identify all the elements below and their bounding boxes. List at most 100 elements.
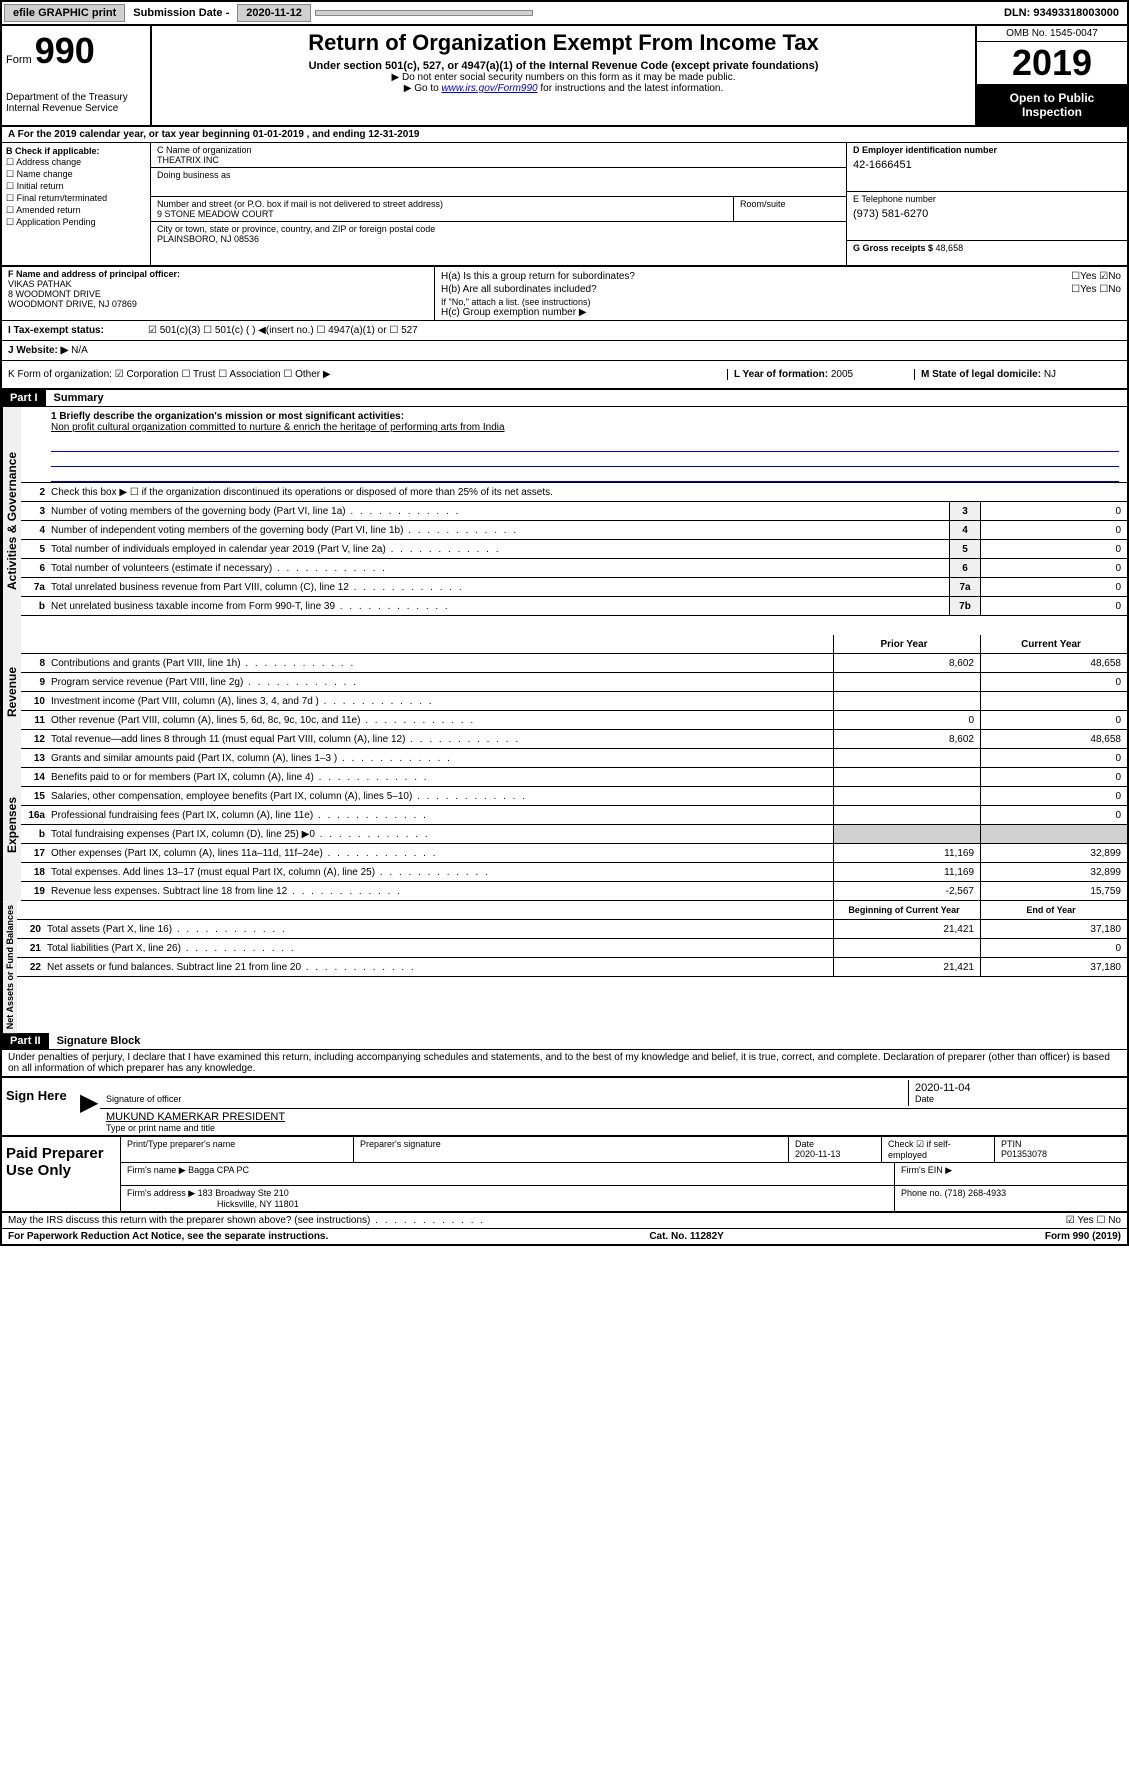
rev-hdr-text (51, 642, 833, 646)
line-text: Benefits paid to or for members (Part IX… (51, 770, 833, 785)
cb-pending[interactable]: ☐ Application Pending (6, 217, 146, 228)
firm-addr: 183 Broadway Ste 210 (198, 1188, 289, 1198)
line-text: Total liabilities (Part X, line 26) (47, 941, 833, 956)
org-name-label: C Name of organization (157, 145, 840, 155)
irs-link[interactable]: www.irs.gov/Form990 (441, 83, 537, 94)
note-2: ▶ Go to www.irs.gov/Form990 for instruct… (156, 83, 971, 94)
line-current: 0 (980, 939, 1127, 957)
line-num: 11 (21, 715, 51, 726)
dba-label: Doing business as (157, 170, 840, 180)
year-formation: 2005 (831, 369, 853, 380)
hb-label: H(b) Are all subordinates included? (441, 284, 597, 295)
part2-title: Signature Block (49, 1033, 149, 1049)
footer-left: For Paperwork Reduction Act Notice, see … (8, 1231, 328, 1242)
line-num: 21 (17, 943, 47, 954)
line-num: 22 (17, 962, 47, 973)
line-box: 7a (949, 578, 980, 596)
prep-h4[interactable]: Check ☑ if self-employed (881, 1137, 994, 1162)
part1-header: Part I Summary (2, 390, 1127, 407)
form-label: Form (6, 54, 32, 66)
prep-h1: Print/Type preparer's name (120, 1137, 353, 1162)
cb-amended[interactable]: ☐ Amended return (6, 205, 146, 216)
line-num: 3 (21, 506, 51, 517)
line-row: 20 Total assets (Part X, line 16) 21,421… (17, 920, 1127, 939)
line-text: Number of independent voting members of … (51, 523, 949, 538)
line-text: Program service revenue (Part VIII, line… (51, 675, 833, 690)
line-prior (833, 787, 980, 805)
line-value: 0 (980, 559, 1127, 577)
hb-note: If "No," attach a list. (see instruction… (441, 297, 1121, 307)
ha-answer[interactable]: ☐Yes ☑No (1071, 271, 1121, 282)
line-prior: -2,567 (833, 882, 980, 900)
discuss-answer[interactable]: ☑ Yes ☐ No (1066, 1215, 1121, 1226)
cb-address[interactable]: ☐ Address change (6, 157, 146, 168)
subdate-label: Submission Date - (127, 7, 235, 19)
officer-addr1: 8 WOODMONT DRIVE (8, 289, 428, 299)
column-right: D Employer identification number 42-1666… (847, 143, 1127, 265)
line-prior (833, 939, 980, 957)
governance-section: Activities & Governance 1 Briefly descri… (2, 407, 1127, 635)
omb-number: OMB No. 1545-0047 (977, 26, 1127, 42)
gross-label: G Gross receipts $ (853, 243, 936, 253)
vert-netassets: Net Assets or Fund Balances (2, 901, 17, 1033)
tax-status-opts[interactable]: ☑ 501(c)(3) ☐ 501(c) ( ) ◀(insert no.) ☐… (148, 325, 418, 336)
submission-date: 2020-11-12 (237, 4, 311, 22)
line-num: 18 (21, 867, 51, 878)
info-block: B Check if applicable: ☐ Address change … (2, 143, 1127, 267)
k-form-org[interactable]: K Form of organization: ☑ Corporation ☐ … (8, 369, 727, 380)
expenses-section: Expenses 13 Grants and similar amounts p… (2, 749, 1127, 901)
addr-value: 9 STONE MEADOW COURT (157, 209, 727, 219)
website-label: J Website: ▶ (8, 345, 68, 356)
line-row: 18 Total expenses. Add lines 13–17 (must… (21, 863, 1127, 882)
phone-label: E Telephone number (853, 194, 1121, 204)
sign-here-block: Sign Here ▶ Signature of officer 2020-11… (2, 1078, 1127, 1137)
cb-initial[interactable]: ☐ Initial return (6, 181, 146, 192)
declaration: Under penalties of perjury, I declare th… (2, 1050, 1127, 1078)
sig-date: 2020-11-04 (915, 1082, 1115, 1094)
line-text: Revenue less expenses. Subtract line 18 … (51, 884, 833, 899)
footer: For Paperwork Reduction Act Notice, see … (2, 1229, 1127, 1244)
officer-name: VIKAS PATHAK (8, 279, 428, 289)
line-current: 0 (980, 673, 1127, 691)
line-text: Other expenses (Part IX, column (A), lin… (51, 846, 833, 861)
line-num: 19 (21, 886, 51, 897)
line-num: 17 (21, 848, 51, 859)
line-current (980, 825, 1127, 843)
city-value: PLAINSBORO, NJ 08536 (157, 234, 840, 244)
header-left: Form 990 Department of the Treasury Inte… (2, 26, 152, 125)
preparer-block: Paid Preparer Use Only Print/Type prepar… (2, 1137, 1127, 1213)
line-num: b (21, 829, 51, 840)
line-text: Net unrelated business taxable income fr… (51, 599, 949, 614)
hb-answer[interactable]: ☐Yes ☐No (1071, 284, 1121, 295)
line-prior (833, 825, 980, 843)
line-current: 37,180 (980, 958, 1127, 976)
underline-2 (51, 452, 1119, 467)
line-prior: 11,169 (833, 863, 980, 881)
line-prior: 8,602 (833, 654, 980, 672)
line-current: 15,759 (980, 882, 1127, 900)
line-value: 0 (980, 521, 1127, 539)
line-prior: 0 (833, 711, 980, 729)
line-prior: 21,421 (833, 958, 980, 976)
line-prior: 11,169 (833, 844, 980, 862)
end-year-header: End of Year (980, 901, 1127, 919)
sign-here-label: Sign Here (2, 1078, 80, 1135)
tax-status-label: I Tax-exempt status: (8, 325, 148, 336)
sig-name: MUKUND KAMERKAR PRESIDENT (106, 1111, 1121, 1123)
col-b-label: B Check if applicable: (6, 146, 146, 156)
line-row: 16a Professional fundraising fees (Part … (21, 806, 1127, 825)
line-prior (833, 673, 980, 691)
line2-num: 2 (21, 487, 51, 498)
cb-final[interactable]: ☐ Final return/terminated (6, 193, 146, 204)
line1-text: Non profit cultural organization committ… (51, 422, 1119, 433)
line-num: 6 (21, 563, 51, 574)
underline-3 (51, 467, 1119, 482)
cb-name[interactable]: ☐ Name change (6, 169, 146, 180)
line-row: 21 Total liabilities (Part X, line 26) 0 (17, 939, 1127, 958)
efile-button[interactable]: efile GRAPHIC print (4, 4, 125, 22)
line-value: 0 (980, 540, 1127, 558)
line-text: Investment income (Part VIII, column (A)… (51, 694, 833, 709)
line-box: 5 (949, 540, 980, 558)
column-b: B Check if applicable: ☐ Address change … (2, 143, 151, 265)
line-text: Grants and similar amounts paid (Part IX… (51, 751, 833, 766)
